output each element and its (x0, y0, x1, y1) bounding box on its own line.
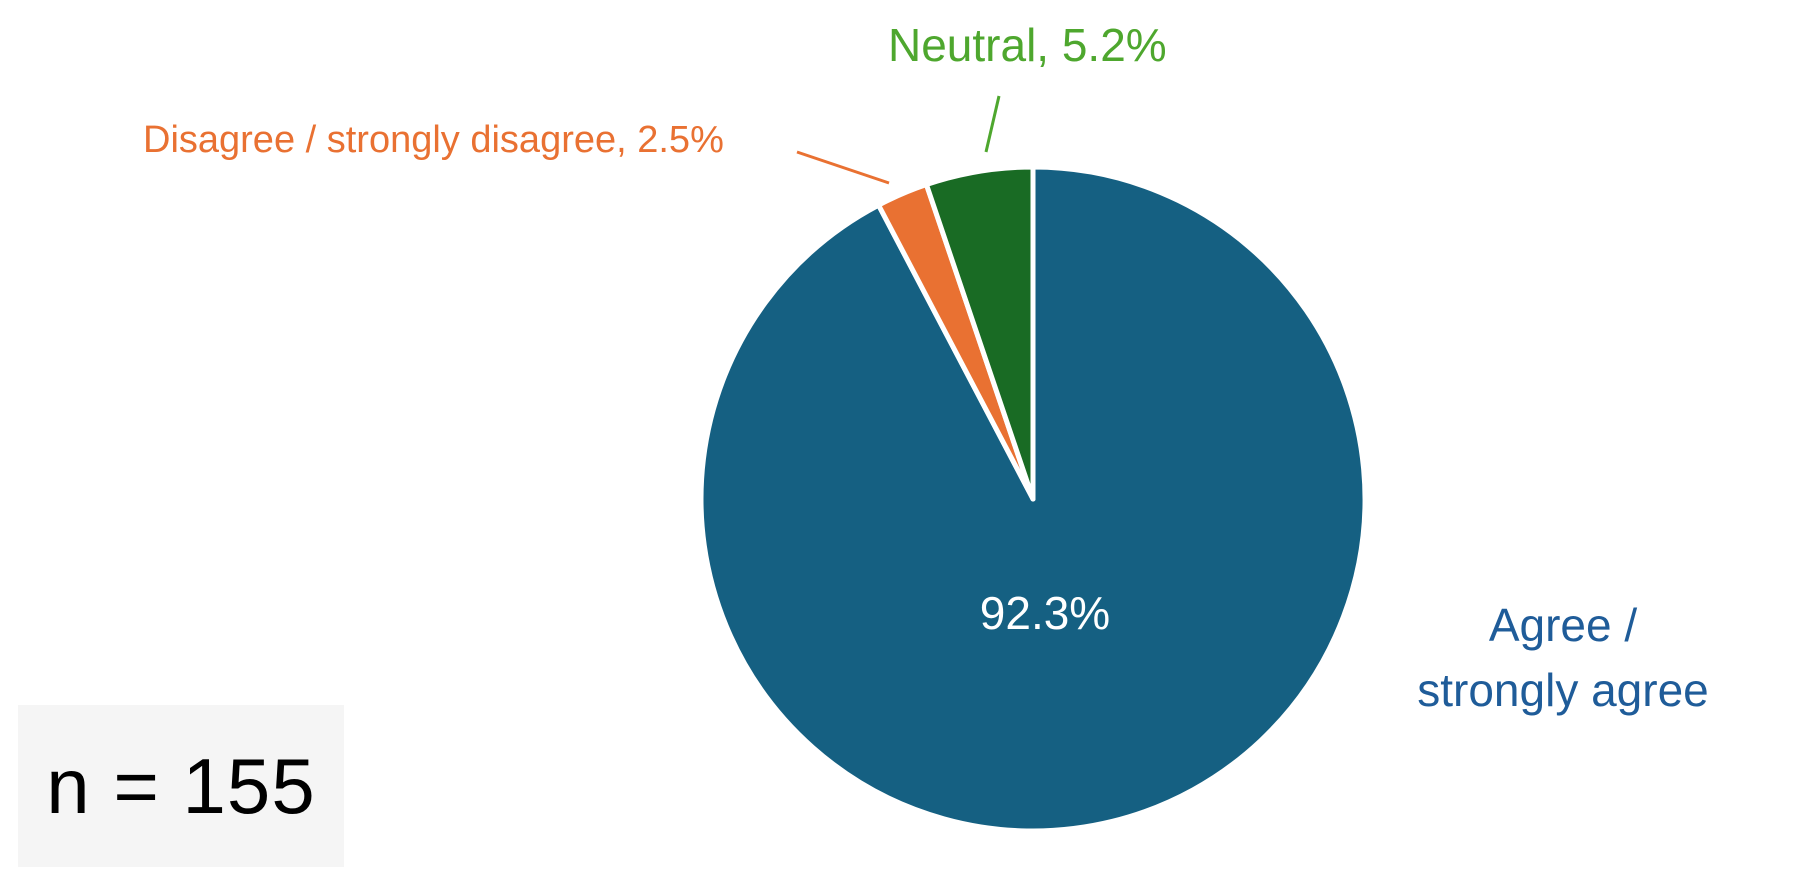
neutral-leader-line (984, 95, 1001, 153)
agree-category-label: Agree / strongly agree (1383, 593, 1743, 723)
neutral-data-label: Neutral, 5.2% (888, 19, 1167, 71)
sample-size-text: n = 155 (46, 742, 316, 830)
agree-label-line2: strongly agree (1417, 664, 1709, 716)
disagree-data-label: Disagree / strongly disagree, 2.5% (143, 119, 724, 161)
agree-label-line1: Agree / (1488, 599, 1638, 651)
sample-size-box: n = 155 (18, 705, 344, 867)
disagree-leader-line (796, 150, 890, 185)
pie-slices (698, 164, 1368, 834)
agree-value-label: 92.3% (979, 587, 1111, 639)
slice-neutral (923, 164, 1036, 502)
